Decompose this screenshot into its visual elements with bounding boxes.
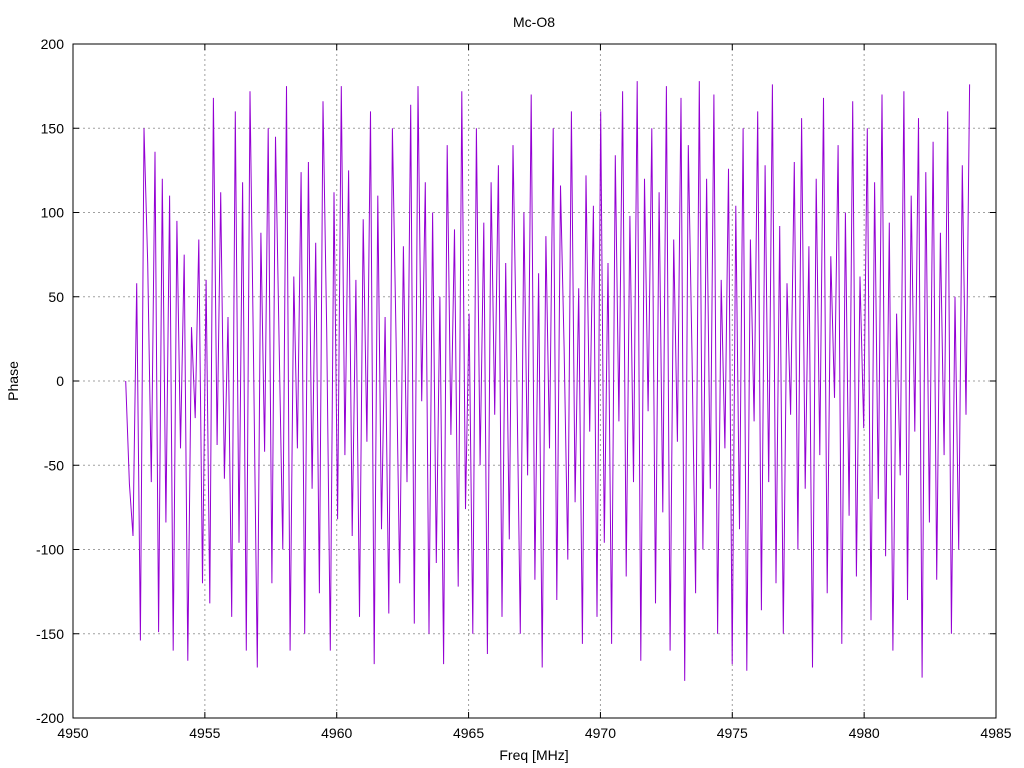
x-tick-label: 4980 — [849, 725, 880, 741]
x-tick-label: 4970 — [585, 725, 616, 741]
y-tick-label: 150 — [41, 120, 65, 136]
x-tick-label: 4985 — [980, 725, 1011, 741]
y-axis-ticks: -200 -150 -100 -50 0 50 100 150 200 — [36, 36, 996, 726]
x-tick-label: 4975 — [717, 725, 748, 741]
y-tick-label: 0 — [56, 373, 64, 389]
x-tick-label: 4960 — [321, 725, 352, 741]
y-tick-label: -200 — [36, 710, 64, 726]
y-axis-label: Phase — [5, 361, 21, 401]
y-tick-label: -100 — [36, 542, 64, 558]
y-tick-label: 200 — [41, 36, 65, 52]
y-tick-label: 100 — [41, 205, 65, 221]
x-tick-label: 4965 — [453, 725, 484, 741]
x-tick-label: 4955 — [189, 725, 220, 741]
series-group — [125, 81, 971, 681]
plot-frame — [72, 43, 997, 719]
x-axis-label: Freq [MHz] — [499, 747, 568, 763]
phase-series-line — [125, 81, 971, 681]
y-tick-label: -150 — [36, 626, 64, 642]
x-axis-ticks: 4950 4955 4960 4965 4970 4975 4980 4985 — [57, 44, 1012, 741]
chart-title: Mc-O8 — [513, 14, 555, 30]
x-tick-label: 4950 — [57, 725, 88, 741]
y-tick-label: 50 — [48, 289, 64, 305]
y-tick-label: -50 — [44, 457, 64, 473]
